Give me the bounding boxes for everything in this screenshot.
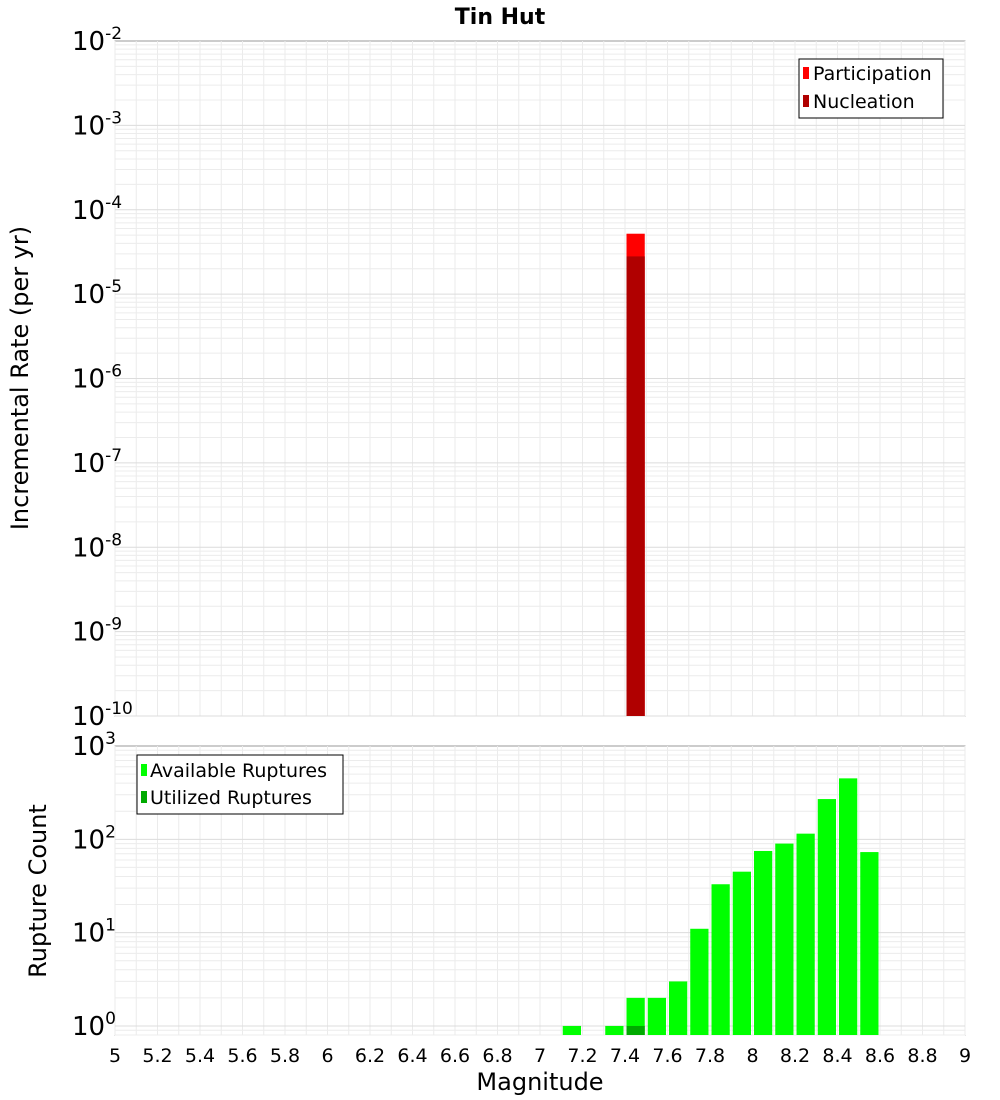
legend-swatch-participation (803, 67, 809, 79)
y-tick-label: 10-2 (72, 24, 122, 57)
x-tick-label: 5.6 (227, 1045, 257, 1067)
top-legend-box (798, 58, 944, 119)
bar-available-ruptures (711, 884, 730, 1035)
y-tick-label: 10-6 (72, 362, 122, 395)
x-tick-label: 7.6 (652, 1045, 682, 1067)
x-tick-labels: 5 5.2 5.4 5.6 5.8 6 6.2 6.4 6.6 6.8 7 7.2 7.4 7.6 7.8 8… (109, 1045, 971, 1067)
bar-available-ruptures (626, 997, 645, 1035)
x-tick-label: 9 (959, 1045, 971, 1067)
y-tick-label: 102 (72, 822, 116, 855)
bottom-bars (562, 778, 879, 1035)
x-tick-label: 6.2 (355, 1045, 385, 1067)
bar-available-ruptures (562, 1025, 581, 1035)
bottom-legend: Available Ruptures Utilized Ruptures (136, 754, 344, 815)
y-tick-label: 103 (72, 729, 116, 762)
y-tick-label: 101 (72, 916, 116, 949)
y-tick-label: 10-8 (72, 530, 122, 563)
x-tick-label: 5.8 (270, 1045, 300, 1067)
legend-label-utilized-ruptures: Utilized Ruptures (150, 787, 312, 809)
bar-nucleation (626, 256, 645, 716)
x-tick-label: 8.8 (907, 1045, 937, 1067)
bar-available-ruptures (647, 997, 666, 1035)
top-grid (114, 41, 966, 717)
y-tick-label: 10-3 (72, 108, 122, 141)
bar-available-ruptures (754, 850, 773, 1035)
x-tick-label: 5.2 (142, 1045, 172, 1067)
legend-label-participation: Participation (813, 63, 932, 85)
x-tick-label: 6.6 (440, 1045, 470, 1067)
x-tick-label: 8 (746, 1045, 758, 1067)
x-tick-label: 6.8 (482, 1045, 512, 1067)
y-tick-label: 10-7 (72, 446, 122, 479)
y-tick-label: 10-4 (72, 193, 122, 226)
x-tick-label: 6.4 (397, 1045, 427, 1067)
bar-utilized-ruptures (626, 1025, 645, 1035)
x-tick-label: 8.6 (865, 1045, 895, 1067)
y-tick-label: 10-9 (72, 615, 122, 648)
legend-label-nucleation: Nucleation (813, 91, 915, 113)
x-tick-label: 5.4 (185, 1045, 215, 1067)
bottom-y-tick-labels: 103 102 101 100 (72, 729, 116, 1042)
bar-available-ruptures (605, 1025, 624, 1035)
y-tick-label: 10-10 (72, 699, 133, 732)
bottom-legend-box (136, 754, 344, 815)
x-tick-label: 6 (321, 1045, 333, 1067)
x-tick-label: 8.4 (822, 1045, 852, 1067)
bottom-y-axis-label: Rupture Count (24, 804, 52, 978)
bar-available-ruptures (796, 833, 815, 1035)
y-tick-label: 10-5 (72, 277, 122, 310)
x-tick-label: 7 (534, 1045, 546, 1067)
x-tick-label: 5 (109, 1045, 121, 1067)
x-tick-label: 7.4 (610, 1045, 640, 1067)
legend-label-available-ruptures: Available Ruptures (150, 760, 327, 782)
x-tick-label: 7.2 (567, 1045, 597, 1067)
bar-available-ruptures (860, 852, 879, 1035)
bar-available-ruptures (839, 778, 858, 1035)
top-legend: Participation Nucleation (798, 58, 944, 119)
legend-swatch-nucleation (803, 95, 809, 107)
chart-title: Tin Hut (455, 5, 546, 30)
x-axis-label: Magnitude (476, 1068, 603, 1096)
legend-swatch-utilized-ruptures (141, 791, 147, 803)
top-y-axis-label: Incremental Rate (per yr) (6, 226, 34, 530)
y-tick-label: 100 (72, 1009, 116, 1042)
x-tick-label: 8.2 (780, 1045, 810, 1067)
bar-available-ruptures (669, 981, 688, 1035)
legend-swatch-available-ruptures (141, 764, 147, 776)
bar-available-ruptures (817, 799, 836, 1035)
top-y-tick-labels: 10-2 10-3 10-4 10-5 10-6 10-7 10-8 10-9 10-10 (72, 24, 133, 732)
top-bars (626, 233, 645, 716)
x-tick-label: 7.8 (695, 1045, 725, 1067)
bar-available-ruptures (690, 928, 709, 1035)
bar-available-ruptures (732, 871, 751, 1035)
bar-available-ruptures (775, 843, 794, 1035)
